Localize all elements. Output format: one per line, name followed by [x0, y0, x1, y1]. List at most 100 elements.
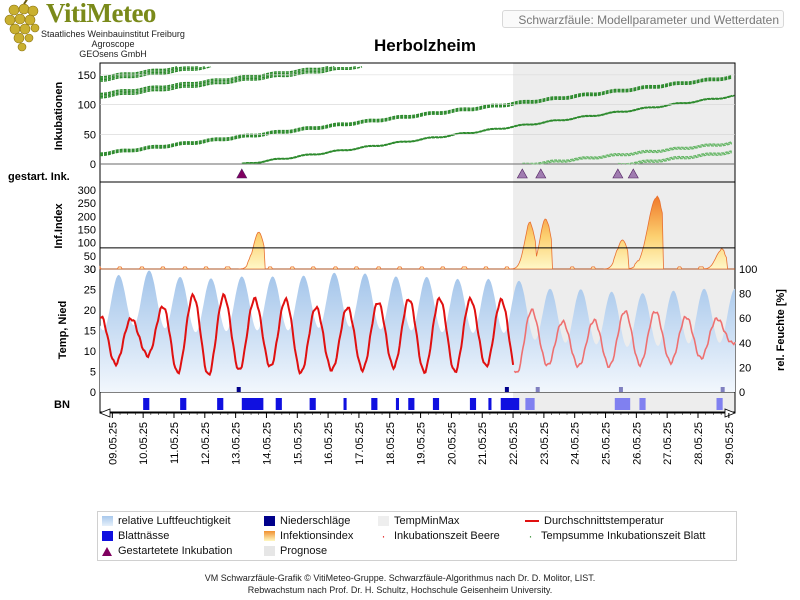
humidity-tick-label: 100: [739, 264, 757, 276]
inf-tick-label: 0: [90, 264, 96, 276]
humidity-axis-label: rel. Feuchte [%]: [775, 289, 787, 371]
incubation-line: [99, 66, 363, 99]
blatt-swatch-icon: ·: [528, 529, 533, 544]
started-incubation-markers: [236, 168, 639, 179]
date-tick-label: 27.05.25: [662, 422, 674, 465]
date-tick-label: 18.05.25: [385, 422, 397, 465]
started-incubation-marker: [627, 168, 639, 179]
leaf-wetness-bar: [180, 398, 187, 410]
inkubationen-axis-label: Inkubationen: [53, 82, 65, 151]
meantemp-swatch-icon: [525, 520, 539, 523]
leaf-wetness-bar: [143, 398, 150, 410]
org-line-1: Staatliches Weinbauinstitut Freiburg: [41, 29, 185, 39]
ink-tick-label: 0: [90, 159, 96, 171]
inf-tick-label: 150: [78, 224, 96, 236]
temp-axis-label: Temp, Nied: [57, 301, 69, 359]
legend-infindex: Infektionsindex: [264, 530, 353, 542]
date-tick-label: 13.05.25: [231, 422, 243, 465]
rain-bar: [535, 387, 540, 392]
leaf-wetness-bar: [371, 398, 378, 410]
date-tick-label: 28.05.25: [693, 422, 705, 465]
org-line-2: Agroscope: [91, 39, 135, 49]
date-tick-label: 23.05.25: [539, 422, 551, 465]
footer: VM Schwarzfäule-Grafik © VitiMeteo-Grupp…: [0, 572, 800, 596]
mean-temperature-line: [99, 292, 515, 377]
date-tick-label: 19.05.25: [416, 422, 428, 465]
rain-bar: [720, 387, 725, 392]
date-tick-label: 16.05.25: [323, 422, 335, 465]
incubation-line: [99, 66, 335, 96]
date-tick-label: 26.05.25: [631, 422, 643, 465]
incubation-line: [99, 66, 212, 82]
legend-tempminmax: TempMinMax: [378, 515, 459, 527]
temperature-lines: [99, 292, 736, 392]
leaf-wetness-bars: [143, 398, 723, 410]
leaf-wetness-bar: [432, 398, 440, 410]
temp-tick-label: 5: [90, 367, 96, 379]
incubation-line: [99, 66, 329, 95]
leafwet-swatch-icon: [102, 531, 113, 542]
leaf-wetness-bar: [614, 398, 631, 410]
org-line-3: GEOsens GmbH: [79, 49, 147, 59]
date-tick-label: 24.05.25: [570, 422, 582, 465]
leaf-wetness-bar: [525, 398, 535, 410]
inf-tick-label: 300: [78, 185, 96, 197]
inf-tick-label: 50: [84, 251, 96, 263]
chart-title: Herbolzheim: [374, 36, 476, 55]
rain-swatch-icon: [264, 516, 275, 527]
rain-bar: [504, 387, 509, 392]
ink-tick-label: 150: [78, 70, 96, 82]
date-tick-label: 20.05.25: [446, 422, 458, 465]
date-tick-label: 14.05.25: [261, 422, 273, 465]
grape-logo-icon: [4, 0, 40, 52]
humidity-tick-label: 0: [739, 387, 745, 399]
incubation-line: [531, 142, 733, 165]
infindex-axis-label: Inf.Index: [53, 203, 65, 249]
inf-tick-label: 200: [78, 211, 96, 223]
ink-tick-label: 50: [84, 129, 96, 141]
humidity-area: [100, 270, 735, 392]
leaf-wetness-bar: [241, 398, 264, 410]
legend-meantemp: Durchschnittstemperatur: [525, 515, 664, 527]
date-tick-label: 21.05.25: [477, 422, 489, 465]
beere-swatch-icon: ·: [381, 529, 386, 544]
triangle-swatch-icon: [102, 546, 112, 556]
logo: VitiMeteo Staatliches Weinbauinstitut Fr…: [0, 0, 190, 62]
humidity-fill: [100, 270, 735, 392]
humidity-tick-label: 40: [739, 338, 751, 350]
rain-bar: [236, 387, 241, 392]
incubation-line: [99, 74, 733, 154]
date-tick-label: 17.05.25: [354, 422, 366, 465]
incubation-line: [540, 143, 733, 165]
started-incubation-marker: [612, 168, 624, 179]
started-incubation-marker: [236, 168, 248, 179]
leaf-wetness-bar: [343, 398, 347, 410]
leaf-wetness-bar: [469, 398, 477, 410]
humidity-swatch-icon: [102, 516, 113, 527]
brand-name: VitiMeteo: [46, 0, 156, 28]
bn-axis-label: BN: [54, 399, 70, 411]
incubation-line: [99, 66, 199, 79]
scroll-left-arrow-icon: [98, 408, 111, 418]
footer-line-2: Rebwachstum nach Prof. Dr. H. Schultz, H…: [247, 585, 553, 595]
incubation-line: [522, 141, 733, 164]
date-tick-label: 12.05.25: [200, 422, 212, 465]
date-tick-label: 29.05.25: [724, 422, 736, 465]
leaf-wetness-bar: [408, 398, 415, 410]
incubation-lines: [99, 66, 735, 165]
temp-tick-label: 0: [90, 387, 96, 399]
incubation-line: [636, 152, 733, 165]
incubation-line: [99, 66, 205, 81]
forecast-temperature-line: [513, 308, 736, 374]
gestartet-axis-label: gestart. Ink.: [8, 171, 70, 183]
temp-tick-label: 30: [84, 264, 96, 276]
footer-line-1: VM Schwarzfäule-Grafik © VitiMeteo-Grupp…: [204, 573, 596, 583]
infection-index-area: [99, 195, 735, 270]
date-tick-label: 10.05.25: [138, 422, 150, 465]
legend-beere: · Inkubationszeit Beere: [378, 530, 500, 542]
incubation-line: [627, 151, 733, 165]
chart: Herbolzheim 0501001500501001502002503000…: [8, 36, 787, 465]
rain-bar: [618, 387, 623, 392]
incubation-line: [99, 77, 733, 157]
humidity-tick-label: 60: [739, 313, 751, 325]
